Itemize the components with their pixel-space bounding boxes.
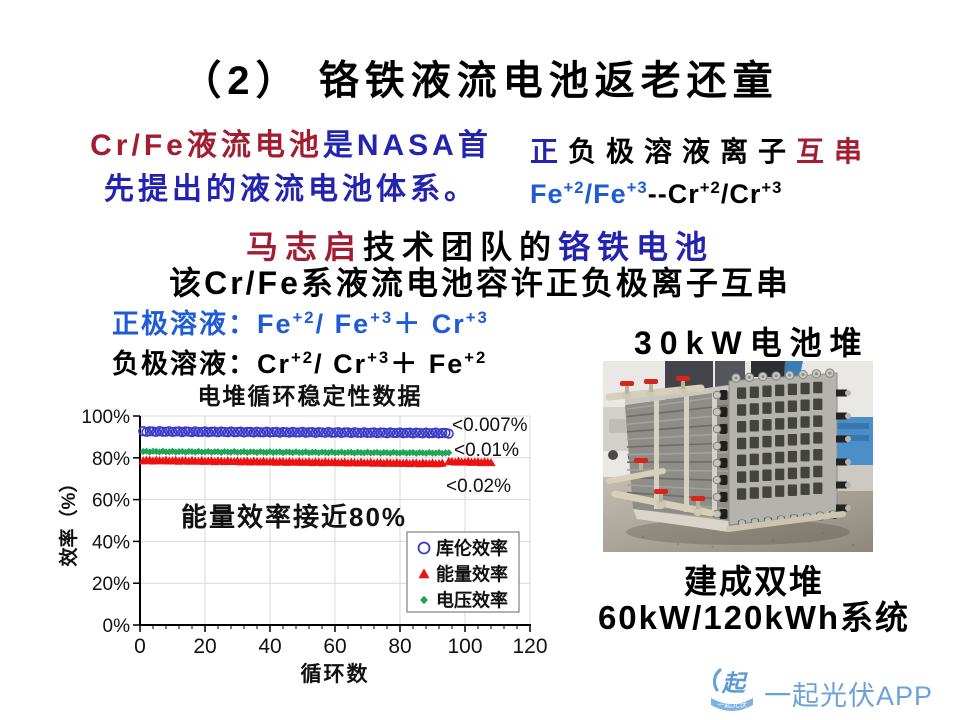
crossover-formula: Fe+2/Fe+3--Cr+2/Cr+3 <box>530 170 930 212</box>
team-battery: 铬铁电池 <box>558 229 715 265</box>
svg-text:0%: 0% <box>103 616 131 637</box>
svg-text:能量效率接近80%: 能量效率接近80% <box>181 502 407 532</box>
intro-line2: 先提出的液流电池体系。 <box>104 173 478 206</box>
endplate-grid-holes <box>737 381 823 500</box>
svg-text:<0.007%: <0.007% <box>452 415 528 436</box>
stack-caption: 30kW电池堆 <box>634 325 870 361</box>
crossover-black: 负极溶液离子 <box>568 136 797 167</box>
svg-text:能量效率: 能量效率 <box>436 564 508 585</box>
battery-stack-photo <box>603 361 873 552</box>
positive-electrolyte-line: 正极溶液：Fe+2/ Fe+3＋ Cr+3 <box>112 308 489 339</box>
intro-line1-highlight: Cr/Fe液流电池 <box>90 129 323 162</box>
formula-cr: --Cr+2/Cr+3 <box>647 178 783 209</box>
svg-text:60: 60 <box>323 635 346 658</box>
svg-text:循环数: 循环数 <box>301 662 370 686</box>
svg-text:80%: 80% <box>92 449 130 470</box>
svg-text:电堆循环稳定性数据: 电堆循环稳定性数据 <box>198 383 423 409</box>
svg-text:<0.01%: <0.01% <box>454 440 519 461</box>
svg-text:效率（%）: 效率（%） <box>57 474 80 567</box>
svg-text:库伦效率: 库伦效率 <box>436 538 508 559</box>
logo-icon-char: 起 <box>721 670 748 696</box>
crossover-blue: 正 <box>530 136 569 167</box>
logo-icon-subtext: 一起光伏 <box>717 699 747 709</box>
svg-text:100: 100 <box>447 635 482 658</box>
logo-icon: 起 一起光伏 <box>711 668 753 711</box>
efficiency-chart: 0 20 40 60 80 100 120 0% 20% 40% 60% 80% 100% 电堆循环稳定性… <box>55 378 600 700</box>
svg-text:40: 40 <box>258 635 281 658</box>
negative-electrolyte-line: 负极溶液：Cr+2/ Cr+3＋ Fe+2 <box>112 348 488 379</box>
statement-line: 该Cr/Fe系液流电池容许正负极离子互串 <box>169 265 791 301</box>
team-name: 马志启 <box>245 229 363 265</box>
battery-stack-photo-svg <box>603 361 873 552</box>
logo-text: 一起光伏APP <box>764 680 934 711</box>
solutions-block: 正极溶液：Fe+2/ Fe+3＋ Cr+3 负极溶液：Cr+2/ Cr+3＋ F… <box>112 301 489 381</box>
page-title: （2） 铬铁液流电池返老还童 <box>181 59 779 103</box>
svg-text:<0.02%: <0.02% <box>446 476 511 497</box>
svg-text:20%: 20% <box>92 574 130 595</box>
team-line: 马志启技术团队的铬铁电池 <box>0 222 960 268</box>
team-middle: 技术团队的 <box>362 229 558 265</box>
logo-swoosh <box>712 668 722 692</box>
svg-text:100%: 100% <box>81 407 130 428</box>
crossover-line: 正负极溶液离子互串 <box>530 134 930 170</box>
stack-side-face <box>625 391 729 519</box>
svg-text:60%: 60% <box>92 491 130 512</box>
result-line2: 60kW/120kWh系统 <box>597 599 911 636</box>
svg-text:20: 20 <box>193 635 216 658</box>
logo-band <box>711 698 753 711</box>
crossover-red: 互串 <box>796 136 873 167</box>
intro-line1-rest: 是NASA首 <box>322 129 492 162</box>
stack-shadow <box>626 519 850 545</box>
svg-text:电压效率: 电压效率 <box>436 590 508 611</box>
pipes-and-valves <box>605 376 846 532</box>
result-block: 建成双堆 60kW/120kWh系统 <box>562 564 946 636</box>
svg-text:0: 0 <box>134 635 146 658</box>
intro-line1: Cr/Fe液流电池是NASA首 <box>56 124 526 168</box>
stack-baseboard <box>633 509 729 532</box>
svg-text:120: 120 <box>512 635 547 658</box>
intro-paragraph: Cr/Fe液流电池是NASA首 先提出的液流电池体系。 <box>56 124 526 212</box>
yiqi-guangfu-logo: 起 一起光伏 一起光伏APP <box>708 662 933 714</box>
crossover-block: 正负极溶液离子互串 Fe+2/Fe+3--Cr+2/Cr+3 <box>530 134 930 212</box>
svg-text:40%: 40% <box>92 532 130 553</box>
floor-speckles <box>641 531 855 549</box>
result-line1: 建成双堆 <box>684 563 824 600</box>
svg-text:80: 80 <box>388 635 411 658</box>
formula-fe: Fe+2/Fe+3 <box>530 178 648 209</box>
